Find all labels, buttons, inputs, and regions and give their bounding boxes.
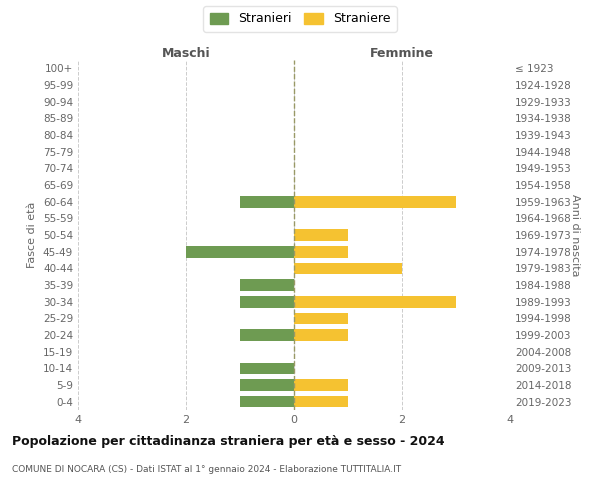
Text: COMUNE DI NOCARA (CS) - Dati ISTAT al 1° gennaio 2024 - Elaborazione TUTTITALIA.: COMUNE DI NOCARA (CS) - Dati ISTAT al 1°… bbox=[12, 465, 401, 474]
Bar bbox=[294, 329, 348, 341]
Y-axis label: Fasce di età: Fasce di età bbox=[28, 202, 37, 268]
Bar bbox=[240, 362, 294, 374]
Bar bbox=[186, 246, 294, 258]
Bar bbox=[240, 396, 294, 407]
Bar bbox=[294, 246, 348, 258]
Y-axis label: Anni di nascita: Anni di nascita bbox=[570, 194, 580, 276]
Bar bbox=[240, 296, 294, 308]
Bar bbox=[294, 312, 348, 324]
Bar bbox=[294, 296, 456, 308]
Bar bbox=[294, 196, 456, 207]
Text: Popolazione per cittadinanza straniera per età e sesso - 2024: Popolazione per cittadinanza straniera p… bbox=[12, 435, 445, 448]
Bar bbox=[240, 329, 294, 341]
Text: Maschi: Maschi bbox=[161, 47, 211, 60]
Bar bbox=[294, 379, 348, 391]
Bar bbox=[240, 379, 294, 391]
Bar bbox=[240, 196, 294, 207]
Bar bbox=[294, 396, 348, 407]
Legend: Stranieri, Straniere: Stranieri, Straniere bbox=[203, 6, 397, 32]
Bar bbox=[240, 279, 294, 291]
Bar bbox=[294, 262, 402, 274]
Text: Femmine: Femmine bbox=[370, 47, 434, 60]
Bar bbox=[294, 229, 348, 241]
